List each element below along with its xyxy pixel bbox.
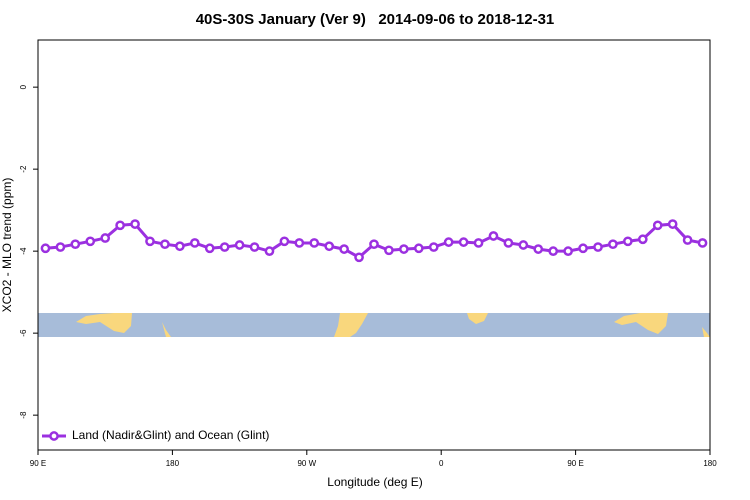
data-point [473, 238, 484, 248]
x-axis-label: Longitude (deg E) [327, 475, 422, 489]
data-point [130, 219, 140, 229]
y-tick-label: -2 [19, 165, 28, 173]
data-point [204, 243, 215, 254]
data-point [145, 236, 155, 247]
data-point [563, 246, 573, 256]
data-point [189, 238, 200, 248]
y-tick-label: 0 [19, 84, 28, 89]
data-point [294, 238, 305, 248]
legend-marker [49, 431, 59, 441]
data-point [399, 244, 409, 254]
data-point [264, 246, 275, 256]
data-point [443, 237, 454, 247]
data-point [518, 240, 529, 250]
data-point [175, 241, 185, 252]
data-point [578, 243, 588, 254]
y-tick-label: -8 [19, 411, 28, 419]
y-tick-label: -6 [19, 329, 28, 337]
data-point [593, 242, 603, 252]
legend-label: Land (Nadir&Glint) and Ocean (Glint) [72, 428, 269, 442]
y-axis-label: XCO2 - MLO trend (ppm) [0, 178, 14, 313]
data-point [637, 234, 648, 245]
x-tick-label: 0 [439, 459, 444, 468]
data-point [339, 244, 349, 254]
map-strip [38, 313, 710, 337]
data-point [682, 235, 693, 245]
data-point [548, 246, 559, 256]
data-point [219, 242, 230, 252]
data-point [428, 242, 439, 252]
data-point [40, 243, 51, 254]
x-tick-label: 180 [166, 459, 180, 468]
data-point [115, 220, 125, 231]
data-point [324, 241, 335, 252]
data-point [667, 219, 678, 229]
x-tick-label: 90 E [567, 459, 583, 468]
data-point [100, 233, 111, 243]
data-point [55, 242, 66, 252]
chart-title: 40S-30S January (Ver 9) 2014-09-06 to 20… [196, 11, 555, 28]
data-point [384, 245, 394, 256]
data-point [160, 239, 170, 250]
data-point [354, 252, 364, 263]
data-point [279, 236, 290, 247]
data-point [309, 238, 320, 248]
data-point [458, 237, 469, 247]
data-point [608, 239, 618, 250]
x-tick-label: 90 E [30, 459, 46, 468]
plot-frame [37, 39, 711, 451]
data-point [488, 231, 499, 241]
data-point [652, 220, 663, 231]
data-point [70, 239, 81, 250]
data-point [369, 239, 379, 250]
x-tick-label: 180 [703, 459, 717, 468]
y-tick-label: -4 [19, 247, 28, 255]
x-tick-label: 90 W [297, 459, 316, 468]
data-point [697, 238, 708, 248]
data-point [85, 236, 96, 247]
data-point [533, 244, 544, 254]
data-point [503, 238, 514, 248]
data-point [623, 236, 633, 247]
data-point [234, 240, 245, 250]
data-point [413, 243, 424, 254]
data-point [249, 242, 260, 252]
